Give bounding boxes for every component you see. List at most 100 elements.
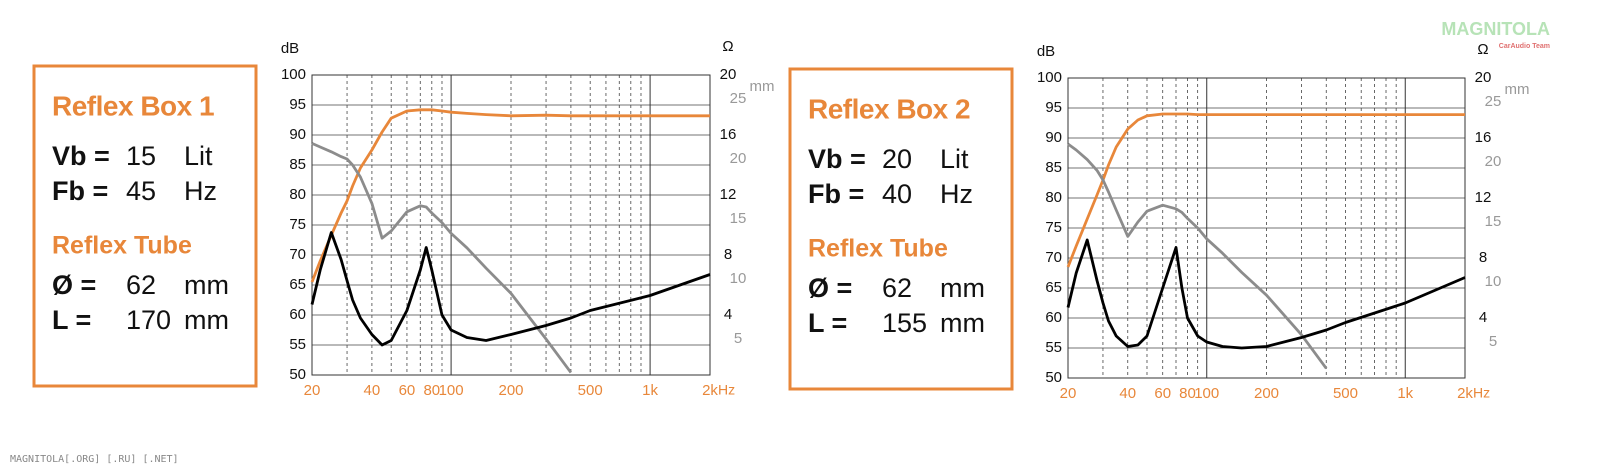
x-tick-label: 80 [1179, 385, 1196, 402]
plot-frame [311, 74, 711, 376]
watermark-subtitle: CarAudio Team [1499, 43, 1550, 50]
y2-tick-label: 8 [724, 246, 732, 263]
param-unit: mm [184, 270, 229, 300]
series-line [1066, 238, 1466, 350]
tube-title: Reflex Tube [52, 232, 192, 260]
y3-axis-label: mm [750, 78, 775, 95]
x-unit: Hz [718, 382, 735, 398]
y3-tick-label: 25 [730, 90, 747, 107]
info-box [32, 64, 258, 388]
y2-tick-label: 20 [720, 66, 737, 83]
footer: MAGNITOLA[.ORG] [.RU] [.NET] [10, 454, 179, 465]
param-value: 62 [126, 270, 156, 300]
y3-tick-label: 10 [730, 270, 747, 287]
param-unit: Hz [184, 176, 217, 206]
x-tick-label: 40 [364, 382, 381, 399]
y-tick-label: 65 [1045, 279, 1062, 296]
y-tick-label: 95 [289, 96, 306, 113]
y-tick-label: 60 [1045, 309, 1062, 326]
y-tick-label: 70 [1045, 249, 1062, 266]
y-tick-label: 60 [289, 306, 306, 323]
series-line [311, 142, 573, 374]
y2-tick-label: 20 [1475, 69, 1492, 86]
y-tick-label: 70 [289, 246, 306, 263]
x-unit: Hz [1473, 385, 1490, 401]
y3-tick-label: 25 [1485, 93, 1502, 110]
y-tick-label: 50 [1045, 369, 1062, 386]
y-tick-label: 80 [1045, 189, 1062, 206]
y-tick-label: 55 [1045, 339, 1062, 356]
y-tick-label: 80 [289, 186, 306, 203]
y-tick-label: 95 [1045, 99, 1062, 116]
y3-tick-label: 15 [730, 210, 747, 227]
x-tick-label: 20 [304, 382, 321, 399]
x-tick-label: 20 [1060, 385, 1077, 402]
y-tick-label: 65 [289, 276, 306, 293]
x-tick-label: 500 [1333, 385, 1358, 402]
series-line [1067, 142, 1328, 370]
y3-tick-label: 20 [1485, 153, 1502, 170]
watermark-title: MAGNITOLA [1441, 19, 1550, 39]
param-label: Vb = [808, 144, 866, 174]
param-label: L = [52, 305, 91, 335]
y3-tick-label: 5 [734, 330, 742, 347]
y2-tick-label: 8 [1479, 249, 1487, 266]
param-label: Fb = [808, 179, 864, 209]
x-tick-label: 100 [1194, 385, 1219, 402]
y2-tick-label: 12 [1475, 189, 1492, 206]
info-box [788, 67, 1014, 391]
x-tick-label: 100 [439, 382, 464, 399]
x-tick-label: 2k [1457, 385, 1473, 402]
tube-title: Reflex Tube [808, 235, 948, 263]
param-label: Fb = [52, 176, 108, 206]
y-tick-label: 85 [1045, 159, 1062, 176]
param-unit: mm [940, 273, 985, 303]
x-tick-label: 200 [1254, 385, 1279, 402]
param-value: 62 [882, 273, 912, 303]
x-tick-label: 60 [1154, 385, 1171, 402]
param-value: 170 [126, 305, 171, 335]
y3-tick-label: 20 [730, 150, 747, 167]
param-value: 155 [882, 308, 927, 338]
y-tick-label: 90 [1045, 129, 1062, 146]
param-value: 45 [126, 176, 156, 206]
y2-tick-label: 16 [1475, 129, 1492, 146]
param-value: 15 [126, 141, 156, 171]
y-tick-label: 90 [289, 126, 306, 143]
y2-tick-label: 12 [720, 186, 737, 203]
y-tick-label: 50 [289, 366, 306, 383]
y-tick-label: 55 [289, 336, 306, 353]
param-unit: mm [184, 305, 229, 335]
param-label: L = [808, 308, 847, 338]
y-tick-label: 100 [281, 66, 306, 83]
y3-axis-label: mm [1505, 81, 1530, 98]
y2-axis-label: Ω [1477, 41, 1488, 58]
x-tick-label: 80 [423, 382, 440, 399]
y-tick-label: 85 [289, 156, 306, 173]
plot-frame [1067, 77, 1466, 379]
box-title: Reflex Box 1 [52, 90, 214, 121]
param-value: 40 [882, 179, 912, 209]
param-unit: Lit [940, 144, 969, 174]
series-line [310, 108, 710, 283]
y2-tick-label: 4 [1479, 309, 1487, 326]
y3-tick-label: 5 [1489, 333, 1497, 350]
series-line [310, 231, 711, 347]
x-tick-label: 40 [1119, 385, 1136, 402]
y-axis-label: dB [1037, 43, 1055, 60]
x-tick-label: 2k [702, 382, 718, 399]
box-title: Reflex Box 2 [808, 93, 970, 124]
x-tick-label: 1k [642, 382, 658, 399]
y-axis-label: dB [281, 40, 299, 57]
y-tick-label: 75 [1045, 219, 1062, 236]
series-line [1066, 112, 1465, 268]
y-tick-label: 75 [289, 216, 306, 233]
y2-tick-label: 4 [724, 306, 732, 323]
x-tick-label: 500 [578, 382, 603, 399]
x-tick-label: 1k [1397, 385, 1413, 402]
y3-tick-label: 10 [1485, 273, 1502, 290]
y3-tick-label: 15 [1485, 213, 1502, 230]
param-label: Ø = [52, 270, 96, 300]
param-unit: mm [940, 308, 985, 338]
